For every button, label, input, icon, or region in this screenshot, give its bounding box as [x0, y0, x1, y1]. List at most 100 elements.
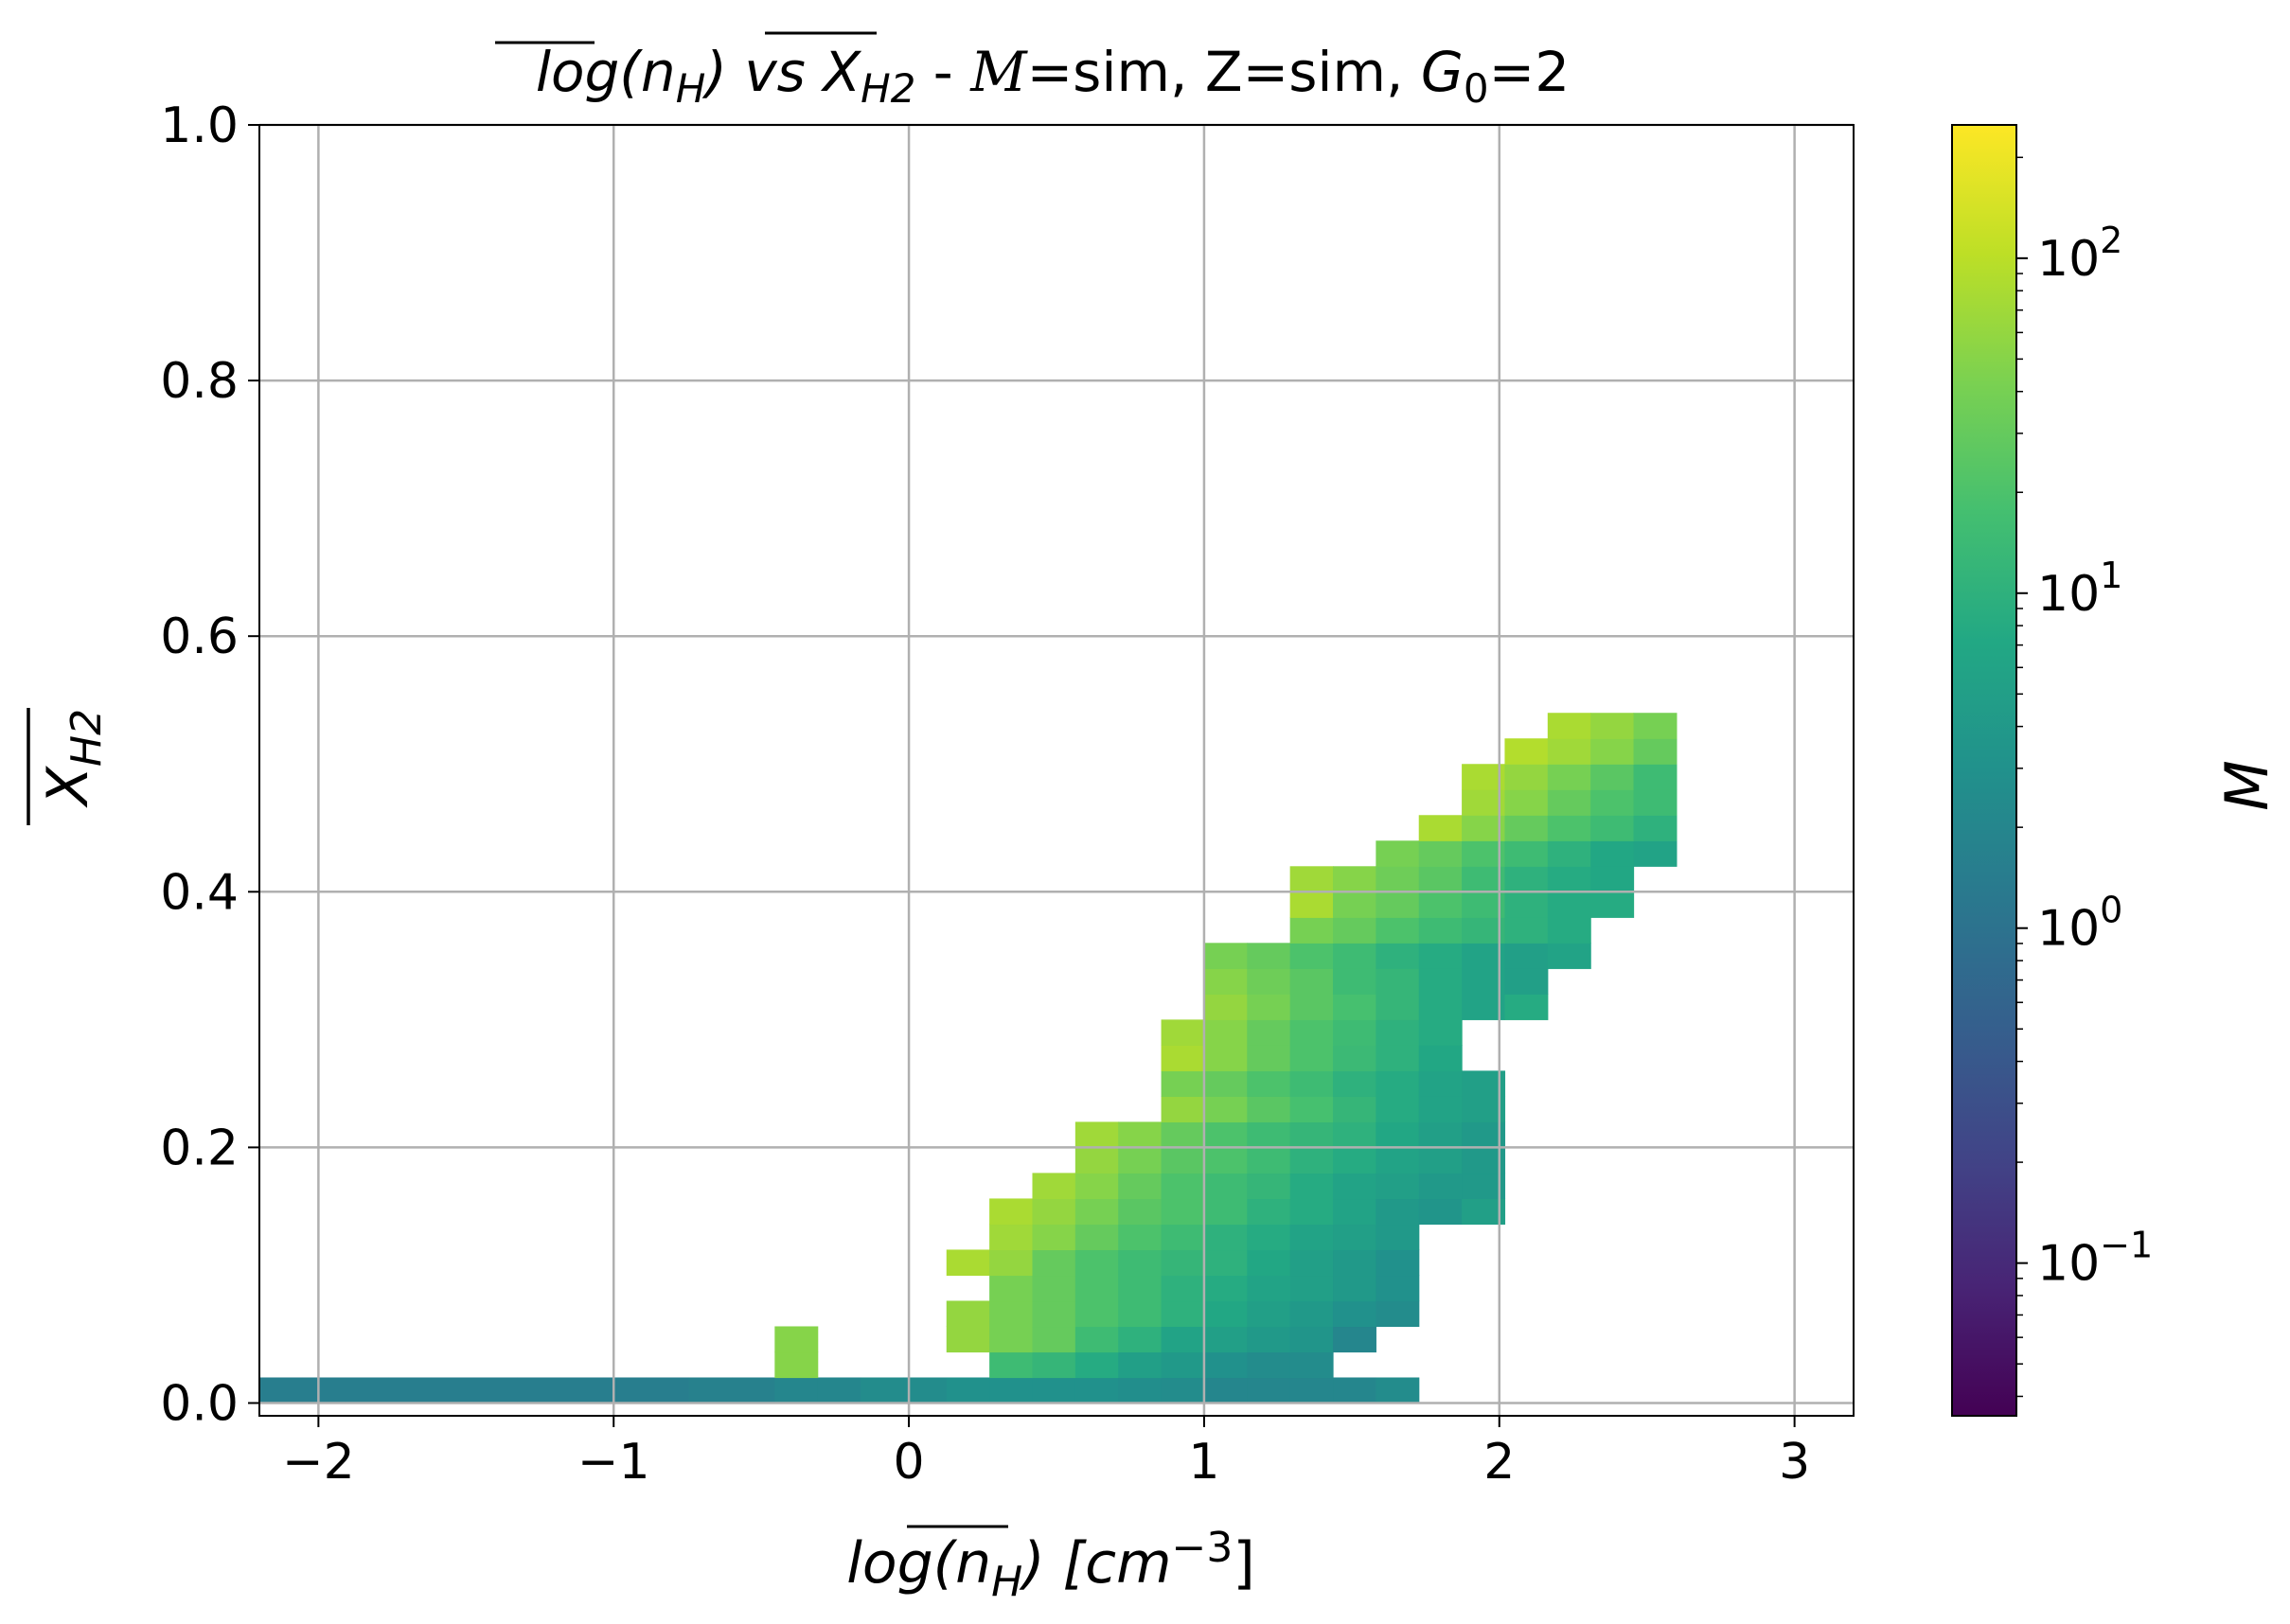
heatmap-cell — [1032, 1173, 1076, 1200]
heatmap-cell — [1118, 1300, 1163, 1328]
heatmap-cell — [1333, 1045, 1376, 1071]
heatmap-cell — [946, 1377, 990, 1404]
heatmap-cell — [1203, 1377, 1248, 1404]
x-tick-label: 3 — [1779, 1434, 1810, 1491]
heatmap-cell — [1161, 1173, 1205, 1200]
heatmap-cell — [1504, 866, 1549, 892]
heatmap-cell — [1161, 1121, 1205, 1148]
heatmap-cell — [1333, 1096, 1376, 1122]
heatmap-cell — [1333, 1224, 1376, 1251]
heatmap-cell — [1333, 943, 1376, 969]
heatmap-cell — [989, 1249, 1034, 1277]
heatmap-cell — [1547, 866, 1591, 892]
heatmap-cell — [774, 1351, 819, 1379]
heatmap-cell — [1376, 943, 1420, 969]
heatmap-cell — [1161, 1351, 1205, 1379]
heatmap-cell — [946, 1249, 990, 1277]
heatmap-cell — [473, 1377, 518, 1404]
heatmap-cell — [1289, 917, 1334, 944]
heatmap-cell — [1462, 943, 1506, 969]
heatmap-cell — [1289, 891, 1334, 918]
heatmap-cell — [1289, 1198, 1334, 1226]
heatmap-cell — [1203, 1173, 1248, 1200]
heatmap-cell — [1289, 866, 1334, 892]
heatmap-cell — [1247, 1096, 1291, 1122]
heatmap-cell — [1376, 1173, 1420, 1200]
heatmap-cell — [774, 1377, 819, 1404]
heatmap-cell — [1289, 1275, 1334, 1302]
heatmap-cell — [989, 1300, 1034, 1328]
heatmap-cell — [1418, 1096, 1463, 1122]
heatmap-cell — [1247, 1224, 1291, 1251]
heatmap-cell — [1418, 943, 1463, 969]
heatmap-cell — [1633, 789, 1678, 816]
heatmap-cell — [1289, 1045, 1334, 1071]
heatmap-cell — [1203, 968, 1248, 995]
heatmap-cell — [861, 1377, 905, 1404]
heatmap-cell — [1203, 1351, 1248, 1379]
heatmap-cell — [1161, 1224, 1205, 1251]
heatmap-cell — [1590, 789, 1635, 816]
heatmap-cell — [1161, 1070, 1205, 1097]
heatmap-cell — [1333, 1121, 1376, 1148]
heatmap-cell — [1333, 1326, 1376, 1353]
colorbar-tick-label: 100 — [2037, 890, 2122, 958]
heatmap-cell — [1590, 866, 1635, 892]
heatmap-cell — [1289, 1300, 1334, 1328]
y-tick-label: 0.4 — [160, 864, 239, 921]
heatmap-cell — [1118, 1198, 1163, 1226]
heatmap-cell — [1203, 1096, 1248, 1122]
heatmap-cell — [1289, 1249, 1334, 1277]
heatmap-cell — [1418, 866, 1463, 892]
heatmap-cell — [1118, 1249, 1163, 1277]
heatmap-cell — [1462, 994, 1506, 1020]
heatmap-cell — [1032, 1351, 1076, 1379]
heatmap-cell — [1547, 840, 1591, 867]
heatmap-cell — [1462, 1198, 1506, 1226]
heatmap-cell — [1074, 1377, 1119, 1404]
heatmap-cell — [1247, 943, 1291, 969]
x-axis-ticks: −2 −1 0 1 2 3 — [282, 1416, 1810, 1491]
heatmap-cell — [1247, 1045, 1291, 1071]
heatmap-cell — [1118, 1224, 1163, 1251]
heatmap-cell — [1633, 713, 1678, 739]
heatmap-cell — [1504, 789, 1549, 816]
heatmap-cell — [1203, 1045, 1248, 1071]
heatmap-cell — [1376, 1249, 1420, 1277]
heatmap-cell — [1074, 1326, 1119, 1353]
heatmap-cell — [1418, 1045, 1463, 1071]
heatmap-cell — [1289, 1377, 1334, 1404]
heatmap-cell — [1376, 917, 1420, 944]
heatmap-cell — [1118, 1377, 1163, 1404]
heatmap-cell — [1547, 713, 1591, 739]
heatmap-cell — [1032, 1300, 1076, 1328]
heatmap-cell — [1547, 764, 1591, 790]
heatmap-cell — [1504, 738, 1549, 765]
heatmap-cell — [1376, 1121, 1420, 1148]
heatmap-cell — [1376, 1300, 1420, 1328]
heatmap-cell — [1504, 815, 1549, 841]
heatmap-cell — [1333, 1198, 1376, 1226]
heatmap-cell — [688, 1377, 733, 1404]
heatmap-cell — [1333, 968, 1376, 995]
heatmap-cell — [1289, 968, 1334, 995]
heatmap-cell — [1462, 968, 1506, 995]
heatmap-cell — [1376, 866, 1420, 892]
heatmap-cell — [989, 1351, 1034, 1379]
heatmap-cell — [1547, 815, 1591, 841]
heatmap-cell — [1547, 943, 1591, 969]
heatmap-cell — [1590, 713, 1635, 739]
heatmap-cell — [1247, 1121, 1291, 1148]
heatmap-cell — [1462, 815, 1506, 841]
colorbar-tick-label: 102 — [2037, 220, 2122, 288]
heatmap-cell — [1504, 891, 1549, 918]
heatmap-cell — [989, 1377, 1034, 1404]
heatmap-cell — [1633, 840, 1678, 867]
heatmap-cell — [1032, 1377, 1076, 1404]
heatmap-cell — [1333, 1173, 1376, 1200]
heatmap-cell — [1289, 943, 1334, 969]
heatmap-cell — [1462, 1096, 1506, 1122]
heatmap-cell — [946, 1300, 990, 1328]
heatmap-cell — [1462, 1121, 1506, 1148]
heatmap-cell — [1074, 1351, 1119, 1379]
